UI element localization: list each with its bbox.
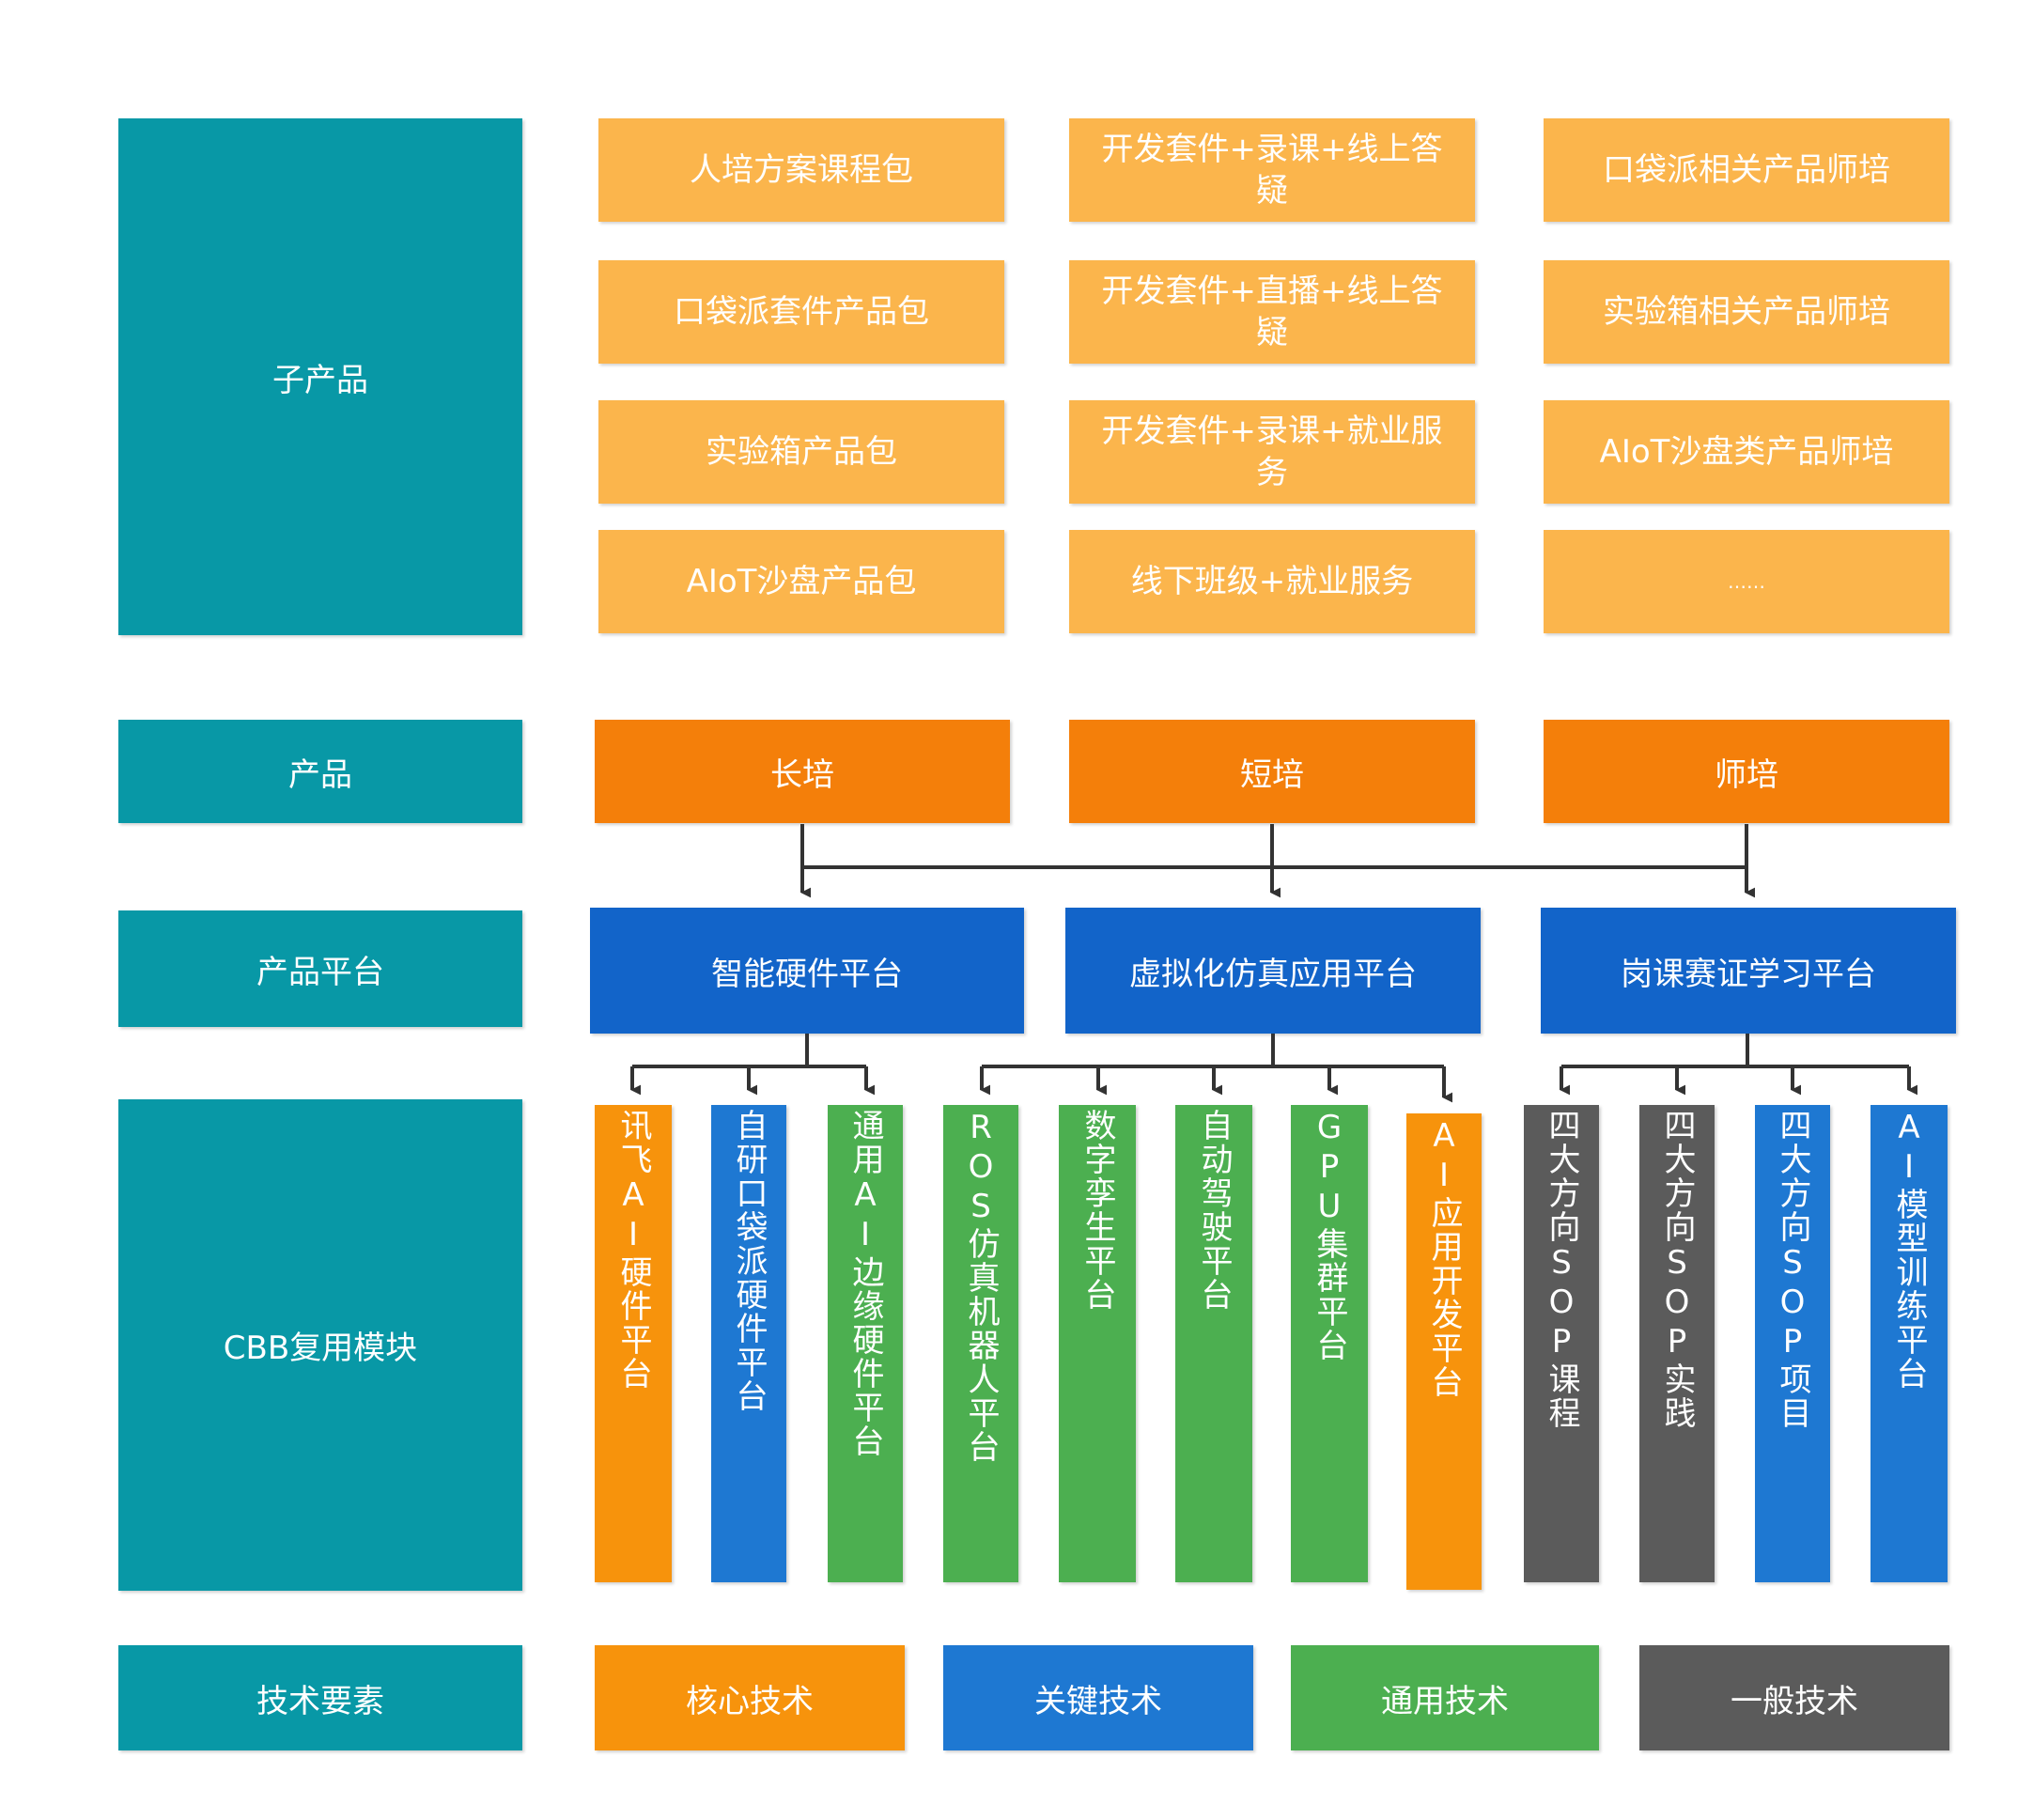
product-long-training: 长培 bbox=[595, 720, 1010, 823]
sub-product-box: 口袋派套件产品包 bbox=[598, 260, 1004, 364]
row-label-sub-product: 子产品 bbox=[118, 118, 522, 635]
sub-product-box: AIoT沙盘产品包 bbox=[598, 530, 1004, 633]
tech-core: 核心技术 bbox=[595, 1645, 905, 1750]
row-label-product: 产品 bbox=[118, 720, 522, 823]
cbb-module-label: 讯飞AI硬件平台 bbox=[614, 1109, 652, 1391]
cbb-module: 四大方向SOP项目 bbox=[1755, 1105, 1830, 1582]
sub-product-box: 实验箱相关产品师培 bbox=[1544, 260, 1949, 364]
cbb-module: AI模型训练平台 bbox=[1871, 1105, 1948, 1582]
row-label-tech: 技术要素 bbox=[118, 1645, 522, 1750]
cbb-module: 自动驾驶平台 bbox=[1175, 1105, 1252, 1582]
cbb-module-label: 四大方向SOP实践 bbox=[1658, 1109, 1696, 1430]
sub-product-box: …… bbox=[1544, 530, 1949, 633]
sub-product-box: 开发套件+直播+线上答疑 bbox=[1069, 260, 1475, 364]
cbb-module-label: 通用AI边缘硬件平台 bbox=[846, 1109, 884, 1458]
row-label-cbb: CBB复用模块 bbox=[118, 1099, 522, 1591]
cbb-module-label: 自研口袋派硬件平台 bbox=[730, 1109, 768, 1413]
sub-product-box: 人培方案课程包 bbox=[598, 118, 1004, 222]
cbb-module-label: AI应用开发平台 bbox=[1425, 1117, 1463, 1399]
cbb-module: 数字孪生平台 bbox=[1059, 1105, 1136, 1582]
platform-smart-hardware: 智能硬件平台 bbox=[590, 908, 1024, 1034]
cbb-module-label: 数字孪生平台 bbox=[1079, 1109, 1116, 1312]
product-short-training: 短培 bbox=[1069, 720, 1475, 823]
sub-product-box: 口袋派相关产品师培 bbox=[1544, 118, 1949, 222]
platform-learning: 岗课赛证学习平台 bbox=[1541, 908, 1956, 1034]
product-teacher-training: 师培 bbox=[1544, 720, 1949, 823]
sub-product-box: 实验箱产品包 bbox=[598, 400, 1004, 504]
cbb-module: 四大方向SOP课程 bbox=[1524, 1105, 1599, 1582]
sub-product-box: 开发套件+录课+就业服务 bbox=[1069, 400, 1475, 504]
tech-ordinary: 一般技术 bbox=[1639, 1645, 1949, 1750]
cbb-module: 四大方向SOP实践 bbox=[1639, 1105, 1715, 1582]
cbb-module-label: GPU集群平台 bbox=[1311, 1109, 1348, 1362]
platform-virtual-simulation: 虚拟化仿真应用平台 bbox=[1065, 908, 1481, 1034]
cbb-module-label: ROS仿真机器人平台 bbox=[962, 1109, 1000, 1464]
cbb-module-label: 自动驾驶平台 bbox=[1195, 1109, 1233, 1312]
row-label-platform: 产品平台 bbox=[118, 910, 522, 1027]
sub-product-box: 开发套件+录课+线上答疑 bbox=[1069, 118, 1475, 222]
tech-general: 通用技术 bbox=[1291, 1645, 1599, 1750]
cbb-module: 讯飞AI硬件平台 bbox=[595, 1105, 672, 1582]
tech-key: 关键技术 bbox=[943, 1645, 1253, 1750]
cbb-module-label: 四大方向SOP项目 bbox=[1774, 1109, 1811, 1430]
sub-product-box: 线下班级+就业服务 bbox=[1069, 530, 1475, 633]
cbb-module: 自研口袋派硬件平台 bbox=[711, 1105, 786, 1582]
cbb-module: ROS仿真机器人平台 bbox=[943, 1105, 1018, 1582]
cbb-module: 通用AI边缘硬件平台 bbox=[828, 1105, 903, 1582]
cbb-module: AI应用开发平台 bbox=[1406, 1113, 1482, 1590]
cbb-module-label: 四大方向SOP课程 bbox=[1543, 1109, 1580, 1430]
cbb-module: GPU集群平台 bbox=[1291, 1105, 1368, 1582]
cbb-module-label: AI模型训练平台 bbox=[1890, 1109, 1928, 1391]
sub-product-box: AIoT沙盘类产品师培 bbox=[1544, 400, 1949, 504]
